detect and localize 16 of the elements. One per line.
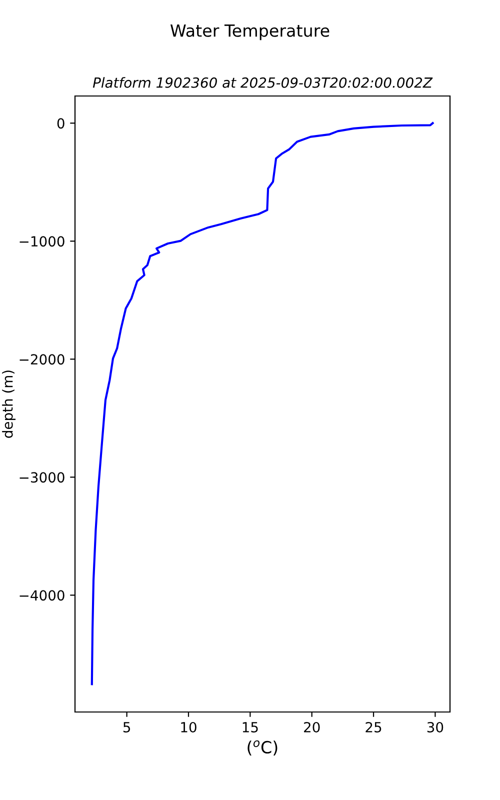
y-tick-label: −3000	[20, 472, 64, 483]
x-tick-label: 5	[123, 722, 130, 732]
y-axis-title: depth (m)	[2, 370, 16, 438]
x-tick-label: 30	[427, 722, 444, 732]
chart-subtitle: Platform 1902360 at 2025-09-03T20:02:00.002Z	[92, 77, 433, 88]
chart-title: Water Temperature	[170, 24, 330, 40]
x-axis-title: ($^{o}$C)	[248, 740, 278, 756]
x-tick-label: 25	[366, 722, 382, 732]
y-tick-label: −4000	[20, 590, 64, 601]
x-tick-label: 20	[304, 722, 320, 732]
x-tick-label: 10	[181, 722, 196, 732]
y-tick-label: −1000	[20, 236, 64, 247]
y-tick-label: −2000	[20, 354, 64, 365]
x-tick-label: 15	[242, 722, 258, 732]
y-tick-label: 0	[57, 118, 64, 129]
line-series	[90, 122, 434, 686]
